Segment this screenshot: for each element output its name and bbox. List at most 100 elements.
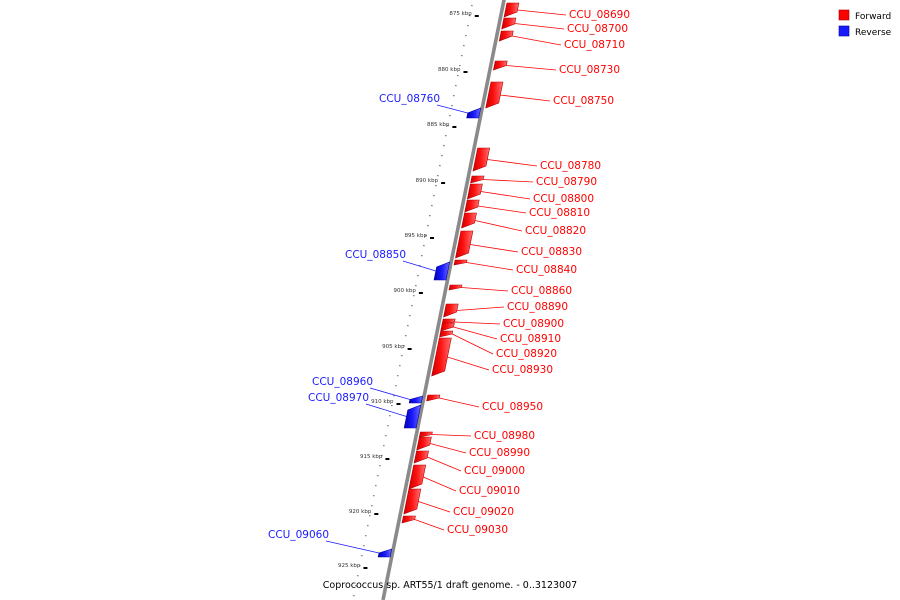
gene-label[interactable]: CCU_08980 <box>474 430 535 442</box>
gene-arrow[interactable] <box>466 107 482 119</box>
gene-label[interactable]: CCU_08990 <box>469 447 530 459</box>
gene-ccu_08860[interactable]: CCU_08860 <box>448 284 572 297</box>
gene-arrow[interactable] <box>408 464 427 490</box>
gene-arrow[interactable] <box>455 230 474 259</box>
gene-ccu_08920[interactable]: CCU_08920 <box>439 330 557 360</box>
gene-label[interactable]: CCU_08730 <box>559 64 620 76</box>
gene-label[interactable]: CCU_08790 <box>536 176 597 188</box>
gene-label[interactable]: CCU_08780 <box>540 160 601 172</box>
label-connector <box>517 9 567 16</box>
gene-arrow[interactable] <box>472 147 491 172</box>
gene-arrow[interactable] <box>470 175 485 184</box>
gene-arrow[interactable] <box>464 199 480 213</box>
gene-label[interactable]: CCU_09060 <box>268 529 329 541</box>
kbp-tick-label: 900 kbp <box>393 288 416 294</box>
gene-label[interactable]: CCU_08890 <box>507 301 568 313</box>
gene-arrow[interactable] <box>498 30 514 42</box>
gene-arrow[interactable] <box>443 303 459 318</box>
gene-label[interactable]: CCU_08690 <box>569 9 630 21</box>
gene-arrow[interactable] <box>440 322 455 332</box>
label-connector <box>470 244 519 253</box>
gene-arrow[interactable] <box>403 488 422 515</box>
gene-arrow[interactable] <box>433 261 451 281</box>
gene-label[interactable]: CCU_08960 <box>312 376 373 388</box>
kbp-tick-label: 905 kbp <box>382 344 405 350</box>
gene-ccu_09020[interactable]: CCU_09020 <box>403 488 514 518</box>
gene-label[interactable]: CCU_09020 <box>453 506 514 518</box>
gene-label[interactable]: CCU_09000 <box>464 465 525 477</box>
gene-label[interactable]: CCU_08970 <box>308 392 369 404</box>
gene-arrow[interactable] <box>503 2 520 18</box>
kbp-ticks: 875 kbp 880 kbp 885 kbp 890 kbp 895 kbp 900 k… <box>338 11 479 569</box>
gene-arrow[interactable] <box>408 395 424 404</box>
gene-arrow[interactable] <box>426 394 441 402</box>
gene-ccu_08850[interactable]: CCU_08850 <box>345 249 451 281</box>
gene-ccu_08970[interactable]: CCU_08970 <box>308 392 422 429</box>
kbp-tick-label: 920 kbp <box>349 509 372 515</box>
gene-ccu_08700[interactable]: CCU_08700 <box>501 17 628 35</box>
gene-arrow[interactable] <box>453 259 468 266</box>
gene-ccu_09010[interactable]: CCU_09010 <box>408 464 520 497</box>
gene-arrow[interactable] <box>461 212 477 229</box>
gene-label[interactable]: CCU_08830 <box>521 246 582 258</box>
label-connector <box>447 356 490 371</box>
gene-ccu_08760[interactable]: CCU_08760 <box>379 93 482 119</box>
gene-ccu_08800[interactable]: CCU_08800 <box>466 183 594 205</box>
gene-ccu_08990[interactable]: CCU_08990 <box>416 436 530 459</box>
label-connector <box>365 403 407 417</box>
gene-ccu_08830[interactable]: CCU_08830 <box>455 230 582 259</box>
gene-ccu_08780[interactable]: CCU_08780 <box>472 147 601 172</box>
gene-ccu_08820[interactable]: CCU_08820 <box>461 212 587 237</box>
gene-arrow[interactable] <box>416 436 432 451</box>
gene-label[interactable]: CCU_08930 <box>492 364 553 376</box>
gene-arrow[interactable] <box>418 431 433 438</box>
gene-label[interactable]: CCU_08920 <box>496 348 557 360</box>
gene-ccu_08910[interactable]: CCU_08910 <box>440 322 561 345</box>
gene-label[interactable]: CCU_08860 <box>511 285 572 297</box>
gene-ccu_08840[interactable]: CCU_08840 <box>453 259 577 276</box>
label-connector <box>461 287 509 292</box>
gene-ccu_08930[interactable]: CCU_08930 <box>431 337 553 377</box>
gene-ccu_08730[interactable]: CCU_08730 <box>492 60 620 76</box>
gene-ccu_08980[interactable]: CCU_08980 <box>418 430 535 442</box>
gene-label[interactable]: CCU_09030 <box>447 524 508 536</box>
gene-label[interactable]: CCU_08950 <box>482 401 543 413</box>
gene-label[interactable]: CCU_08850 <box>345 249 406 261</box>
gene-arrow[interactable] <box>413 450 429 464</box>
gene-arrow[interactable] <box>492 60 508 71</box>
gene-label[interactable]: CCU_08840 <box>516 264 577 276</box>
gene-label[interactable]: CCU_08900 <box>503 318 564 330</box>
gene-ccu_08750[interactable]: CCU_08750 <box>485 81 614 109</box>
gene-arrow[interactable] <box>377 548 393 558</box>
label-connector <box>512 35 562 46</box>
gene-label[interactable]: CCU_08710 <box>564 39 625 51</box>
label-connector <box>480 191 531 200</box>
gene-ccu_08810[interactable]: CCU_08810 <box>464 199 590 219</box>
gene-ccu_08960[interactable]: CCU_08960 <box>312 376 424 404</box>
gene-ccu_09060[interactable]: CCU_09060 <box>268 529 393 558</box>
gene-ccu_08710[interactable]: CCU_08710 <box>498 30 625 51</box>
gene-ccu_08890[interactable]: CCU_08890 <box>443 301 568 318</box>
gene-ccu_08950[interactable]: CCU_08950 <box>426 394 543 413</box>
gene-label[interactable]: CCU_08700 <box>567 23 628 35</box>
gene-label[interactable]: CCU_08810 <box>529 207 590 219</box>
gene-ccu_08690[interactable]: CCU_08690 <box>503 2 630 21</box>
gene-arrow[interactable] <box>439 330 454 338</box>
gene-ccu_08900[interactable]: CCU_08900 <box>441 318 564 330</box>
gene-arrow[interactable] <box>403 404 422 429</box>
gene-label[interactable]: CCU_08820 <box>525 225 586 237</box>
gene-label[interactable]: CCU_08910 <box>500 333 561 345</box>
gene-label[interactable]: CCU_08750 <box>553 95 614 107</box>
gene-arrow[interactable] <box>431 337 452 377</box>
gene-arrow[interactable] <box>401 515 416 524</box>
gene-arrow[interactable] <box>448 284 463 291</box>
gene-ccu_09030[interactable]: CCU_09030 <box>401 515 508 536</box>
gene-label[interactable]: CCU_09010 <box>459 485 520 497</box>
gene-label[interactable]: CCU_08760 <box>379 93 440 105</box>
gene-ccu_08790[interactable]: CCU_08790 <box>470 175 597 188</box>
gene-label[interactable]: CCU_08800 <box>533 193 594 205</box>
gene-arrow[interactable] <box>501 17 517 30</box>
gene-ccu_09000[interactable]: CCU_09000 <box>413 450 525 477</box>
gene-arrow[interactable] <box>485 81 504 109</box>
gene-arrow[interactable] <box>466 183 483 200</box>
